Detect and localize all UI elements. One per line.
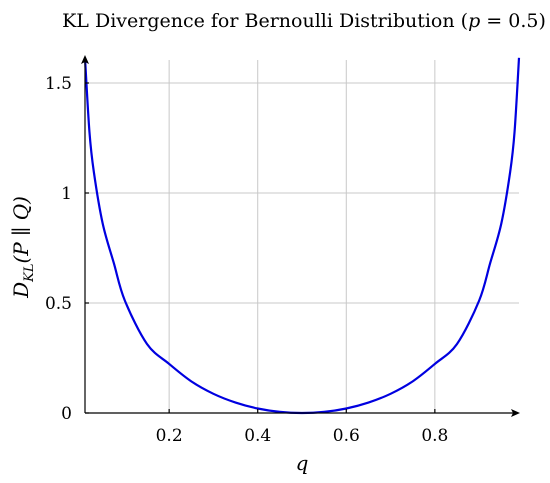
x-tick-label: 0.6 bbox=[333, 426, 360, 446]
x-axis-label: q bbox=[296, 451, 309, 475]
x-tick-label: 0.2 bbox=[156, 426, 183, 446]
chart-title-prefix: KL Divergence for Bernoulli Distribution… bbox=[62, 10, 468, 32]
kl-divergence-line bbox=[83, 57, 521, 415]
y-axis-label-sep: ∥ bbox=[9, 220, 33, 242]
y-axis-label: DKL(P ∥ Q) bbox=[9, 196, 37, 299]
grid-lines bbox=[85, 60, 519, 413]
y-axis-label-sub: KL bbox=[22, 264, 37, 283]
y-tick-label: 1 bbox=[61, 184, 72, 204]
y-axis-label-d: D bbox=[9, 282, 33, 299]
y-axis-label-open: (P bbox=[9, 242, 33, 264]
chart-title-eq: = 0.5) bbox=[480, 10, 546, 32]
x-axis-arrow bbox=[511, 409, 520, 417]
plot-series bbox=[83, 57, 521, 415]
y-tick-label: 0.5 bbox=[45, 294, 72, 314]
chart-title-var: p bbox=[468, 10, 480, 32]
y-tick-label: 0 bbox=[61, 404, 72, 424]
x-tick-label: 0.4 bbox=[244, 426, 271, 446]
y-axis-label-close: Q) bbox=[9, 196, 33, 220]
x-tick-label: 0.8 bbox=[421, 426, 448, 446]
y-axis-arrow bbox=[81, 55, 89, 64]
axes bbox=[81, 55, 520, 417]
tick-labels: 0.2 0.4 0.6 0.8 0 0.5 1 1.5 bbox=[45, 74, 448, 446]
y-tick-label: 1.5 bbox=[45, 74, 72, 94]
chart-title: KL Divergence for Bernoulli Distribution… bbox=[62, 10, 546, 32]
